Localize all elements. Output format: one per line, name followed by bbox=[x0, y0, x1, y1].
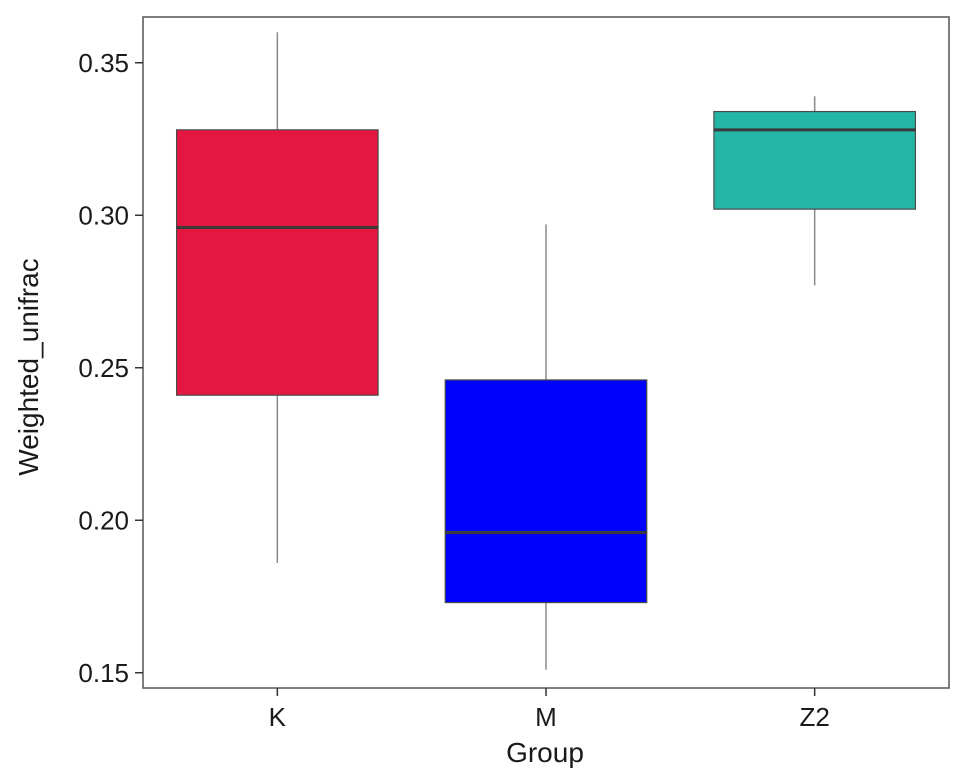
box-iqr bbox=[444, 379, 648, 604]
x-axis-title: Group bbox=[506, 737, 584, 768]
box-iqr bbox=[175, 129, 379, 396]
x-axis-ticks: K M Z2 bbox=[269, 688, 830, 732]
x-tick-label: Z2 bbox=[799, 702, 829, 732]
boxes-layer bbox=[175, 32, 917, 670]
x-tick-label: K bbox=[269, 702, 287, 732]
box-group-k bbox=[175, 32, 379, 563]
y-tick-label: 0.30 bbox=[78, 200, 129, 230]
box-iqr bbox=[713, 110, 917, 210]
x-tick-label: M bbox=[535, 702, 557, 732]
y-axis-title: Weighted_unifrac bbox=[13, 258, 44, 475]
y-axis-ticks: 0.15 0.20 0.25 0.30 0.35 bbox=[78, 48, 143, 688]
box-group-z2 bbox=[713, 96, 917, 286]
y-tick-label: 0.15 bbox=[78, 658, 129, 688]
y-tick-label: 0.20 bbox=[78, 505, 129, 535]
y-tick-label: 0.25 bbox=[78, 353, 129, 383]
y-tick-label: 0.35 bbox=[78, 48, 129, 78]
box-group-m bbox=[444, 224, 648, 670]
